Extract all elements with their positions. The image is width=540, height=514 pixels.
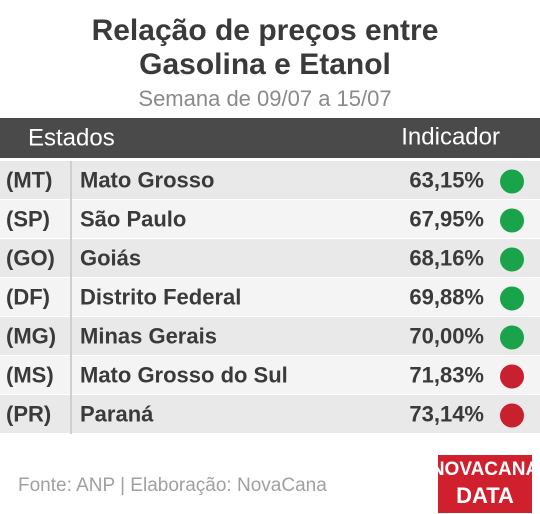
table-row xyxy=(0,200,540,238)
ratio-value: 69,88% xyxy=(409,284,484,309)
state-code: (MG) xyxy=(6,323,56,348)
table-header-bar xyxy=(0,118,540,158)
table-row xyxy=(0,356,540,394)
table-row xyxy=(0,161,540,199)
state-name: Mato Grosso xyxy=(80,167,214,192)
table-row xyxy=(0,395,540,433)
state-name: Mato Grosso do Sul xyxy=(80,362,288,387)
table-body: (MT) Mato Grosso 63,15% (SP) São Paulo 67,95%… xyxy=(0,161,540,434)
state-code: (DF) xyxy=(6,284,50,309)
indicator-dot xyxy=(500,364,524,389)
table-row xyxy=(0,239,540,277)
table-row xyxy=(0,317,540,355)
state-name: Minas Gerais xyxy=(80,323,217,348)
state-code: (GO) xyxy=(6,245,55,270)
indicator-dot xyxy=(500,208,524,233)
column-header: Indicador xyxy=(401,123,500,150)
logo xyxy=(438,455,532,513)
ratio-value: 71,83% xyxy=(409,362,484,387)
state-code: (MS) xyxy=(6,362,54,387)
column-header: Estados xyxy=(28,124,115,151)
indicator-dot xyxy=(500,247,524,272)
state-name: Paraná xyxy=(80,401,154,426)
indicator-dot xyxy=(500,325,524,350)
indicator-dot xyxy=(500,403,524,428)
ratio-value: 68,16% xyxy=(409,245,484,270)
indicator-dot xyxy=(500,169,524,194)
indicator-dot xyxy=(500,286,524,311)
subtitle: Semana de 09/07 a 15/07 xyxy=(138,86,391,111)
logo-text: NOVACANA xyxy=(431,459,540,480)
ratio-value: 67,95% xyxy=(409,206,484,231)
state-code: (PR) xyxy=(6,401,51,426)
ratio-value: 73,14% xyxy=(409,401,484,426)
ratio-value: 70,00% xyxy=(409,323,484,348)
source: Fonte: ANP | Elaboração: NovaCana xyxy=(18,475,327,496)
logo-text: DATA xyxy=(456,483,514,508)
title-line: Relação de preços entre xyxy=(92,14,439,47)
state-name: Goiás xyxy=(80,245,141,270)
state-code: (MT) xyxy=(6,167,52,192)
title-line: Gasolina e Etanol xyxy=(139,48,391,81)
state-code: (SP) xyxy=(6,206,50,231)
table-row xyxy=(0,278,540,316)
ratio-value: 63,15% xyxy=(409,167,484,192)
state-name: São Paulo xyxy=(80,206,186,231)
state-name: Distrito Federal xyxy=(80,284,241,309)
